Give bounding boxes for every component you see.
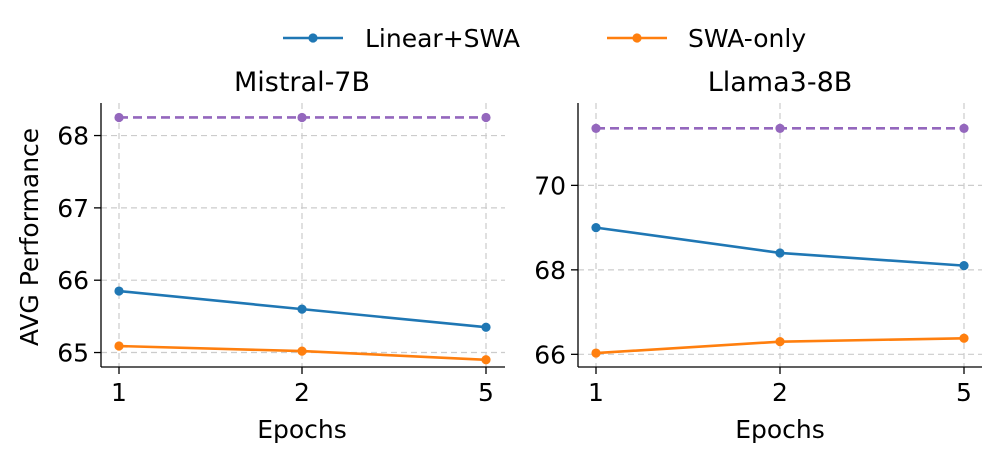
data-point-linear-swa	[297, 304, 307, 314]
data-point-reference	[959, 123, 969, 133]
ticks-mistral: 1 2 5 65 66 67 68	[57, 122, 494, 407]
legend: Linear+SWA SWA-only	[283, 24, 806, 53]
x-tick-label-llama: 2	[772, 378, 788, 407]
y-tick-label-llama: 66	[534, 340, 566, 369]
y-tick-label-llama: 70	[534, 171, 566, 200]
x-tick-label-mistral: 1	[111, 378, 127, 407]
data-point-swa-only	[297, 346, 307, 356]
data-point-reference	[775, 123, 785, 133]
data-point-reference	[297, 112, 307, 123]
y-tick-label-mistral: 67	[57, 194, 89, 223]
data-point-linear-swa	[775, 248, 785, 258]
x-tick-label-llama: 1	[588, 378, 604, 407]
panel-mistral: Mistral-7B AVG Performance Epochs 1 2 5 65 6…	[15, 67, 505, 444]
legend-label-swa-only: SWA-only	[688, 24, 806, 53]
grid-llama	[578, 103, 982, 367]
data-point-linear-swa	[591, 223, 601, 233]
legend-marker-swa-only	[632, 33, 642, 43]
data-point-reference	[114, 112, 124, 123]
x-tick-label-llama: 5	[956, 378, 972, 407]
series-mistral	[114, 112, 491, 365]
data-point-reference	[481, 112, 491, 123]
x-axis-label-mistral: Epochs	[257, 415, 347, 444]
data-point-swa-only	[481, 355, 491, 365]
y-tick-label-llama: 68	[534, 256, 566, 285]
ticks-llama: 1 2 5 66 68 70	[534, 171, 972, 407]
data-point-linear-swa	[114, 286, 124, 296]
data-point-linear-swa	[481, 322, 491, 332]
panel-title-llama: Llama3-8B	[708, 67, 853, 98]
legend-label-linear-swa: Linear+SWA	[365, 24, 520, 53]
data-point-swa-only	[775, 337, 785, 347]
legend-marker-linear-swa	[308, 33, 318, 43]
y-axis-label: AVG Performance	[15, 128, 44, 346]
data-point-swa-only	[114, 341, 124, 351]
x-tick-label-mistral: 5	[478, 378, 494, 407]
y-tick-label-mistral: 66	[57, 266, 89, 295]
x-tick-label-mistral: 2	[294, 378, 310, 407]
y-tick-label-mistral: 68	[57, 122, 89, 151]
panel-title-mistral: Mistral-7B	[234, 67, 370, 98]
panel-llama: Llama3-8B Epochs 1 2 5 66 68 70	[534, 67, 982, 444]
data-point-swa-only	[959, 333, 969, 343]
y-tick-label-mistral: 65	[57, 339, 89, 368]
data-point-reference	[591, 123, 601, 133]
data-point-linear-swa	[959, 261, 969, 271]
series-llama	[591, 123, 969, 358]
data-point-swa-only	[591, 348, 601, 358]
x-axis-label-llama: Epochs	[735, 415, 825, 444]
grid-mistral	[101, 103, 505, 367]
